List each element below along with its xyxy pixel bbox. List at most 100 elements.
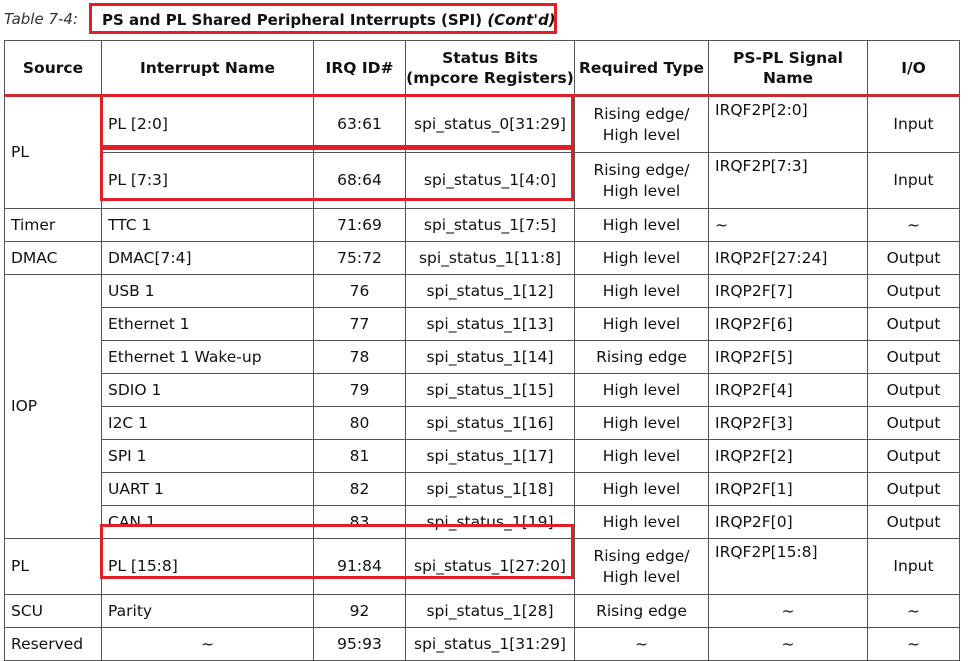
- irq-id-cell: 79: [313, 373, 406, 407]
- table-row: Timer TTC 1 71:69 spi_status_1[7:5] High…: [4, 208, 960, 242]
- header-irq-id: IRQ ID#: [313, 40, 406, 97]
- status-bits-cell: spi_status_1[12]: [405, 274, 575, 308]
- table-row: CAN 1 83 spi_status_1[19] High level IRQ…: [5, 505, 960, 539]
- status-bits-cell: spi_status_1[14]: [405, 340, 575, 374]
- io-cell: Output: [867, 241, 960, 275]
- header-source: Source: [4, 40, 102, 97]
- interrupt-name-cell: PL [2:0]: [101, 95, 314, 153]
- table-row: DMAC DMAC[7:4] 75:72 spi_status_1[11:8] …: [4, 241, 960, 275]
- table-row: Ethernet 1 Wake-up 78 spi_status_1[14] R…: [5, 340, 960, 374]
- required-type-cell: High level: [574, 472, 709, 506]
- table-row: I2C 1 80 spi_status_1[16] High level IRQ…: [5, 406, 960, 440]
- io-cell: Output: [867, 373, 960, 407]
- status-bits-cell: spi_status_1[16]: [405, 406, 575, 440]
- interrupt-name-cell: SDIO 1: [101, 373, 314, 407]
- table-row: UART 1 82 spi_status_1[18] High level IR…: [5, 472, 960, 506]
- header-required-type: Required Type: [574, 40, 709, 97]
- irq-id-cell: 82: [313, 472, 406, 506]
- required-type-cell: Rising edge: [574, 340, 709, 374]
- required-type-cell: Rising edge: [574, 594, 709, 628]
- header-io: I/O: [867, 40, 960, 97]
- signal-name-cell: IRQP2F[3]: [708, 406, 868, 440]
- table-caption: Table 7-4: PS and PL Shared Peripheral I…: [0, 0, 977, 40]
- interrupt-name-cell: Ethernet 1 Wake-up: [101, 340, 314, 374]
- source-cell: IOP: [4, 274, 102, 539]
- io-cell: Output: [867, 274, 960, 308]
- title-continued: (Cont'd): [487, 11, 556, 29]
- status-bits-cell: spi_status_0[31:29]: [405, 95, 575, 153]
- io-cell: ~: [867, 627, 960, 661]
- irq-id-cell: 63:61: [313, 95, 406, 153]
- table-row: SPI 1 81 spi_status_1[17] High level IRQ…: [5, 439, 960, 473]
- interrupt-name-cell: I2C 1: [101, 406, 314, 440]
- status-bits-cell: spi_status_1[31:29]: [405, 627, 575, 661]
- source-cell: Timer: [4, 208, 102, 242]
- signal-name-cell: IRQP2F[5]: [708, 340, 868, 374]
- table-title: PS and PL Shared Peripheral Interrupts (…: [102, 11, 556, 29]
- interrupt-name-cell: DMAC[7:4]: [101, 241, 314, 275]
- required-type-cell: High level: [574, 241, 709, 275]
- interrupt-name-cell: TTC 1: [101, 208, 314, 242]
- table-row: IOP USB 1 76 spi_status_1[12] High level…: [4, 274, 960, 539]
- required-type-cell: Rising edge/High level: [574, 95, 709, 153]
- irq-id-cell: 80: [313, 406, 406, 440]
- table-row: SCU Parity 92 spi_status_1[28] Rising ed…: [4, 594, 960, 628]
- table-row: Reserved ~ 95:93 spi_status_1[31:29] ~ ~…: [4, 627, 960, 661]
- source-cell: Reserved: [4, 627, 102, 661]
- spi-interrupt-table: Source Interrupt Name IRQ ID# Status Bit…: [4, 40, 960, 661]
- irq-id-cell: 68:64: [313, 152, 406, 209]
- required-type-cell: ~: [574, 627, 709, 661]
- signal-name-cell: IRQF2P[15:8]: [708, 538, 868, 595]
- io-cell: Output: [867, 439, 960, 473]
- interrupt-name-cell: ~: [101, 627, 314, 661]
- required-type-cell: High level: [574, 208, 709, 242]
- irq-id-cell: 81: [313, 439, 406, 473]
- status-bits-cell: spi_status_1[27:20]: [405, 538, 575, 595]
- table-row: PL PL [15:8] 91:84 spi_status_1[27:20] R…: [4, 538, 960, 595]
- table-row: SDIO 1 79 spi_status_1[15] High level IR…: [5, 373, 960, 407]
- irq-id-cell: 75:72: [313, 241, 406, 275]
- io-cell: ~: [867, 594, 960, 628]
- io-cell: Input: [867, 152, 960, 209]
- irq-id-cell: 76: [313, 274, 406, 308]
- required-type-cell: High level: [574, 439, 709, 473]
- status-bits-cell: spi_status_1[18]: [405, 472, 575, 506]
- header-interrupt-name: Interrupt Name: [101, 40, 314, 97]
- table-row: PL [7:3] 68:64 spi_status_1[4:0] Rising …: [5, 152, 960, 209]
- required-type-cell: High level: [574, 406, 709, 440]
- interrupt-name-cell: UART 1: [101, 472, 314, 506]
- source-cell: PL: [4, 95, 102, 209]
- io-cell: Input: [867, 538, 960, 595]
- interrupt-name-cell: USB 1: [101, 274, 314, 308]
- signal-name-cell: IRQP2F[27:24]: [708, 241, 868, 275]
- signal-name-cell: IRQF2P[2:0]: [708, 95, 868, 153]
- signal-name-cell: ~: [708, 594, 868, 628]
- status-bits-cell: spi_status_1[4:0]: [405, 152, 575, 209]
- required-type-cell: Rising edge/High level: [574, 152, 709, 209]
- io-cell: Output: [867, 505, 960, 539]
- signal-name-cell: IRQP2F[4]: [708, 373, 868, 407]
- table-row: PL PL [2:0] 63:61 spi_status_0[31:29] Ri…: [4, 95, 960, 209]
- header-status-bits: Status Bits (mpcore Registers): [405, 40, 575, 97]
- interrupt-name-cell: SPI 1: [101, 439, 314, 473]
- status-bits-cell: spi_status_1[15]: [405, 373, 575, 407]
- header-signal-name: PS-PL Signal Name: [708, 40, 868, 97]
- irq-id-cell: 91:84: [313, 538, 406, 595]
- required-type-cell: High level: [574, 307, 709, 341]
- signal-name-cell: ~: [708, 208, 868, 242]
- signal-name-cell: IRQP2F[7]: [708, 274, 868, 308]
- io-cell: ~: [867, 208, 960, 242]
- header-row: Source Interrupt Name IRQ ID# Status Bit…: [4, 40, 960, 97]
- required-type-cell: High level: [574, 505, 709, 539]
- irq-id-cell: 77: [313, 307, 406, 341]
- status-bits-cell: spi_status_1[28]: [405, 594, 575, 628]
- interrupt-name-cell: CAN 1: [101, 505, 314, 539]
- signal-name-cell: IRQP2F[1]: [708, 472, 868, 506]
- interrupt-name-cell: PL [15:8]: [101, 538, 314, 595]
- status-bits-cell: spi_status_1[13]: [405, 307, 575, 341]
- signal-name-cell: IRQP2F[6]: [708, 307, 868, 341]
- source-cell: PL: [4, 538, 102, 595]
- irq-id-cell: 71:69: [313, 208, 406, 242]
- signal-name-cell: ~: [708, 627, 868, 661]
- signal-name-cell: IRQF2P[7:3]: [708, 152, 868, 209]
